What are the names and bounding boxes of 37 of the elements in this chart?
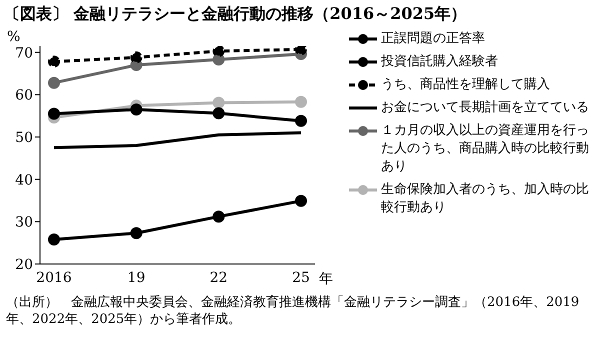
legend-label: １カ月の収入以上の資産運用を行った人のうち、商品購入時の比較行動あり [381,122,590,176]
y-axis-title: % [7,28,20,45]
chart-title: 〔図表〕 金融リテラシーと金融行動の推移（2016～2025年） [3,3,468,25]
point [212,54,225,66]
legend-label: 投資信託購入経験者 [381,53,498,71]
point [130,103,142,116]
point [48,76,60,89]
point [130,227,142,240]
y-tick-label: 60 [15,88,33,104]
legend-label: お金について長期計画を立てている [381,99,589,117]
legend-label: 正誤問題の正答率 [381,30,485,48]
point [48,233,60,246]
x-axis-title: 年 [319,270,333,287]
x-tick-label: 19 [127,270,146,286]
point [295,114,307,127]
x-tick-label: 22 [210,270,228,286]
legend-label: うち、商品性を理解して購入 [381,76,550,94]
point [212,107,225,120]
legend-label: 生命保険加入者のうち、加入時の比較行動あり [381,181,590,217]
point [212,46,225,58]
point [295,194,307,207]
x-tick-label: 2016 [36,270,72,286]
text: （出所） 金融広報中央委員会、金融経済教育推進機構「金融リテラシー調査」（2016年、2019年、2022年、2025年）から筆者作成。 [6,294,580,328]
x-tick-label: 25 [292,270,310,286]
y-tick-label: 30 [15,214,33,231]
point [295,96,307,108]
y-tick-label: 40 [15,172,33,188]
point [48,108,60,120]
point [212,96,225,109]
point [295,46,307,56]
line-series [52,131,302,150]
point [212,210,225,223]
point [48,56,60,68]
y-tick-label: 50 [15,130,33,146]
point [130,51,142,64]
y-tick-label: 20 [15,256,33,273]
y-tick-label: 70 [15,45,33,62]
